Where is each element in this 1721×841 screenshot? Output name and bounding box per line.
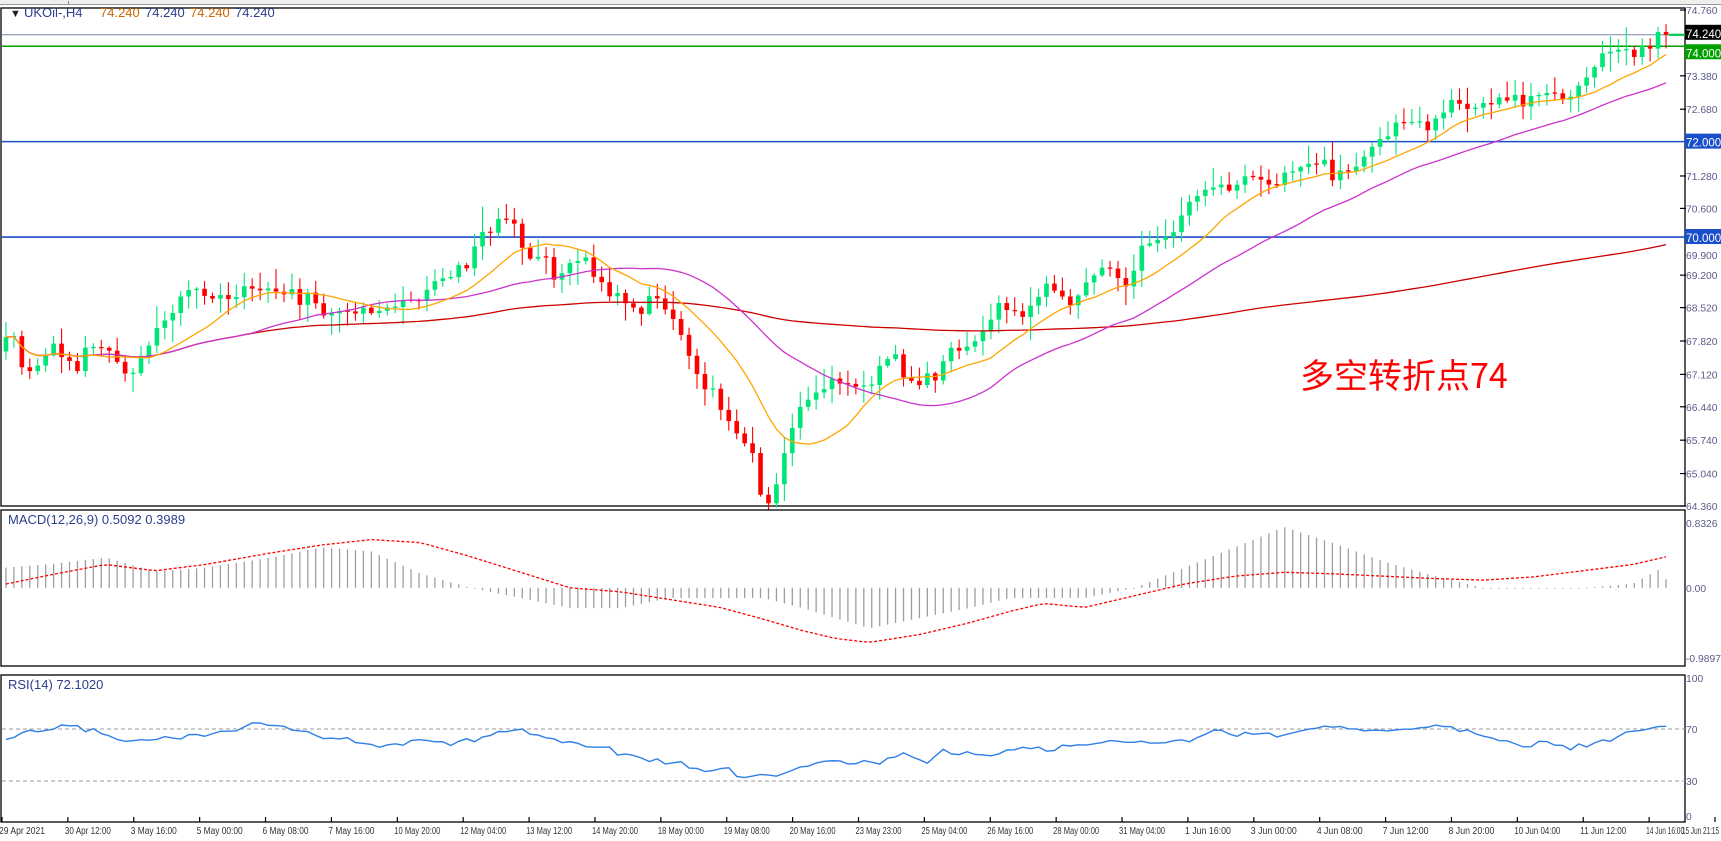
svg-text:70.600: 70.600 — [1686, 204, 1718, 215]
svg-text:3 Jun 00:00: 3 Jun 00:00 — [1251, 826, 1297, 837]
svg-text:25 May 04:00: 25 May 04:00 — [921, 826, 967, 837]
svg-text:-0.9897: -0.9897 — [1686, 654, 1721, 665]
svg-text:26 May 16:00: 26 May 16:00 — [987, 826, 1033, 837]
svg-text:30 Apr 12:00: 30 Apr 12:00 — [65, 826, 111, 837]
svg-text:0.00: 0.00 — [1686, 584, 1706, 595]
svg-text:23 May 23:00: 23 May 23:00 — [856, 826, 902, 837]
svg-text:74.760: 74.760 — [1686, 6, 1718, 17]
svg-text:14 Jun 16:00: 14 Jun 16:00 — [1646, 826, 1684, 837]
svg-text:15 Jun 21:15: 15 Jun 21:15 — [1682, 826, 1719, 837]
svg-text:7 Jun 12:00: 7 Jun 12:00 — [1383, 826, 1429, 837]
svg-text:1 Jun 16:00: 1 Jun 16:00 — [1185, 826, 1231, 837]
svg-text:6 May 08:00: 6 May 08:00 — [263, 826, 309, 837]
svg-text:13 May 12:00: 13 May 12:00 — [526, 826, 572, 837]
svg-text:11 Jun 12:00: 11 Jun 12:00 — [1580, 826, 1626, 837]
svg-text:69.900: 69.900 — [1686, 251, 1718, 262]
svg-text:72.000: 72.000 — [1686, 138, 1721, 150]
svg-text:67.820: 67.820 — [1686, 337, 1718, 348]
svg-text:18 May 00:00: 18 May 00:00 — [658, 826, 704, 837]
svg-text:UKOil-,H4: UKOil-,H4 — [24, 5, 83, 20]
svg-text:4 Jun 08:00: 4 Jun 08:00 — [1317, 826, 1363, 837]
svg-text:0: 0 — [1686, 812, 1692, 823]
svg-text:14 May 20:00: 14 May 20:00 — [592, 826, 638, 837]
svg-text:74.240: 74.240 — [190, 5, 230, 20]
svg-text:29 Apr 2021: 29 Apr 2021 — [0, 826, 45, 837]
svg-text:71.280: 71.280 — [1686, 172, 1718, 183]
svg-text:3 May 16:00: 3 May 16:00 — [131, 826, 177, 837]
svg-text:19 May 08:00: 19 May 08:00 — [724, 826, 770, 837]
svg-text:7 May 16:00: 7 May 16:00 — [328, 826, 374, 837]
svg-text:100: 100 — [1686, 674, 1703, 685]
svg-text:28 May 00:00: 28 May 00:00 — [1053, 826, 1099, 837]
svg-text:10 May 20:00: 10 May 20:00 — [394, 826, 440, 837]
svg-text:74.240: 74.240 — [145, 5, 185, 20]
svg-text:5 May 00:00: 5 May 00:00 — [197, 826, 243, 837]
svg-text:20 May 16:00: 20 May 16:00 — [790, 826, 836, 837]
svg-text:70.000: 70.000 — [1686, 233, 1721, 245]
svg-text:74.240: 74.240 — [235, 5, 275, 20]
svg-text:74.240: 74.240 — [100, 5, 140, 20]
svg-text:74.000: 74.000 — [1686, 48, 1721, 60]
svg-text:多空转折点74: 多空转折点74 — [1300, 349, 1508, 398]
svg-text:31 May 04:00: 31 May 04:00 — [1119, 826, 1165, 837]
svg-text:67.120: 67.120 — [1686, 370, 1718, 381]
svg-text:▼: ▼ — [10, 8, 21, 20]
svg-text:72.680: 72.680 — [1686, 105, 1718, 116]
svg-text:8 Jun 20:00: 8 Jun 20:00 — [1448, 826, 1494, 837]
svg-text:10 Jun 04:00: 10 Jun 04:00 — [1514, 826, 1560, 837]
svg-text:RSI(14) 72.1020: RSI(14) 72.1020 — [8, 677, 103, 692]
svg-text:MACD(12,26,9) 0.5092 0.3989: MACD(12,26,9) 0.5092 0.3989 — [8, 512, 185, 527]
svg-text:30: 30 — [1686, 777, 1698, 788]
svg-text:68.520: 68.520 — [1686, 304, 1718, 315]
svg-text:0.8326: 0.8326 — [1686, 519, 1718, 530]
svg-text:73.380: 73.380 — [1686, 72, 1718, 83]
svg-text:12 May 04:00: 12 May 04:00 — [460, 826, 506, 837]
svg-text:65.040: 65.040 — [1686, 470, 1718, 481]
svg-text:69.200: 69.200 — [1686, 271, 1718, 282]
svg-text:65.740: 65.740 — [1686, 436, 1718, 447]
svg-text:74.240: 74.240 — [1686, 29, 1721, 41]
svg-text:70: 70 — [1686, 725, 1698, 736]
svg-text:64.360: 64.360 — [1686, 502, 1718, 513]
svg-text:66.440: 66.440 — [1686, 403, 1718, 414]
